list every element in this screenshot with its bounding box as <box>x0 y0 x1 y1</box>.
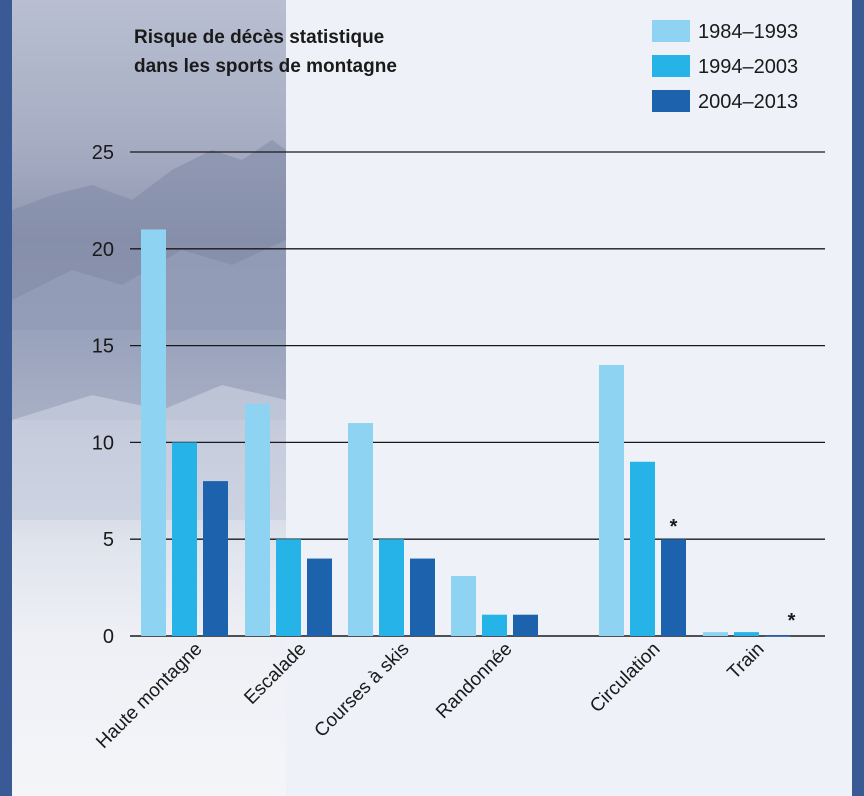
bar-train-2 <box>765 635 790 637</box>
category-label-circulation: Circulation <box>586 639 664 717</box>
annotation-asterisk-0: * <box>670 516 678 538</box>
category-label-courses-skis: Courses à skis <box>311 639 414 742</box>
bar-courses-skis-0 <box>348 423 373 636</box>
legend-swatch-1984-1993 <box>652 20 690 42</box>
bar-circulation-1 <box>630 461 655 636</box>
bar-randonn-e-1 <box>482 614 507 636</box>
bar-circulation-0 <box>599 364 624 636</box>
category-label-escalade: Escalade <box>240 639 310 709</box>
bar-escalade-2 <box>307 558 332 636</box>
bar-haute-montagne-2 <box>203 481 228 636</box>
y-tick-label-0: 0 <box>103 626 114 648</box>
legend-label-1994-2003: 1994–2003 <box>698 56 798 78</box>
bar-courses-skis-1 <box>379 539 404 636</box>
annotations: ** <box>670 516 796 632</box>
category-label-train: Train <box>724 639 769 684</box>
legend-swatch-1994-2003 <box>652 55 690 77</box>
bar-haute-montagne-1 <box>172 442 197 636</box>
bars <box>141 229 790 637</box>
bar-randonn-e-2 <box>513 614 538 636</box>
bar-haute-montagne-0 <box>141 229 166 636</box>
bar-randonn-e-0 <box>451 575 476 636</box>
annotation-asterisk-1: * <box>788 610 796 632</box>
bar-courses-skis-2 <box>410 558 435 636</box>
chart-frame: Risque de décès statistique dans les spo… <box>12 0 852 796</box>
y-axis-ticks: 0 5 10 15 20 25 <box>92 142 114 648</box>
legend: 1984–1993 1994–2003 2004–2013 <box>652 20 798 113</box>
y-tick-label-10: 10 <box>92 432 114 454</box>
bar-train-0 <box>703 632 728 636</box>
legend-label-1984-1993: 1984–1993 <box>698 21 798 43</box>
y-tick-label-20: 20 <box>92 239 114 261</box>
chart-title-line-1: Risque de décès statistique <box>134 27 384 48</box>
y-tick-label-15: 15 <box>92 336 114 358</box>
y-tick-label-25: 25 <box>92 142 114 164</box>
bar-train-1 <box>734 632 759 636</box>
bar-escalade-1 <box>276 539 301 636</box>
chart-title-line-2: dans les sports de montagne <box>134 56 397 77</box>
legend-label-2004-2013: 2004–2013 <box>698 91 798 113</box>
bar-escalade-0 <box>245 403 270 636</box>
category-labels: Haute montagne Escalade Courses à skis Rand… <box>92 639 768 753</box>
bar-circulation-2 <box>661 539 686 636</box>
category-label-randonn-e: Randonnée <box>432 639 516 723</box>
y-tick-label-5: 5 <box>103 529 114 551</box>
legend-swatch-2004-2013 <box>652 90 690 112</box>
bar-chart: Risque de décès statistique dans les spo… <box>12 20 825 753</box>
category-label-haute-montagne: Haute montagne <box>92 639 206 753</box>
